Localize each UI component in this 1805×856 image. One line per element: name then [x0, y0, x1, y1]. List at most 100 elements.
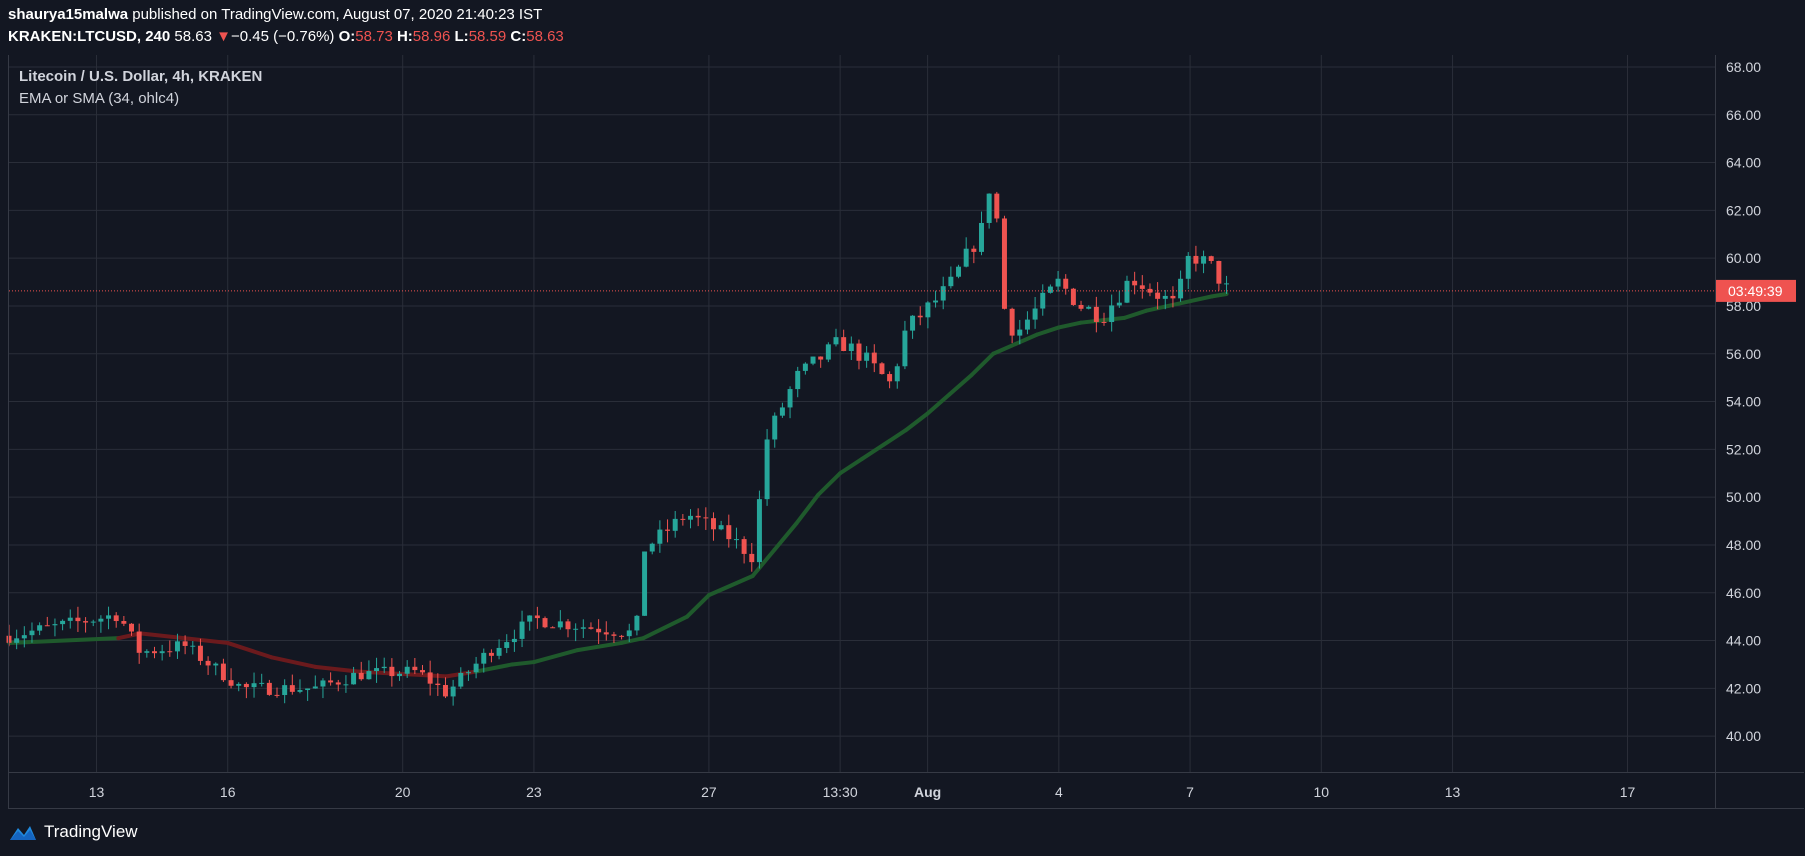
ma-segment	[510, 660, 536, 667]
y-tick-label: 42.00	[1726, 680, 1761, 696]
candle-body	[1185, 255, 1191, 279]
ma-segment	[903, 411, 930, 433]
y-axis-ticks: 40.00 42.00 44.00 46.00 48.00 50.00 52.00 54.00…	[1726, 59, 1761, 744]
candle-body	[60, 620, 66, 625]
candle-body	[665, 529, 671, 531]
x-tick-label: 23	[526, 784, 542, 800]
author-name[interactable]: shaurya15malwa	[8, 6, 129, 23]
x-tick-label: 4	[1055, 784, 1063, 800]
footer: TradingView	[8, 822, 138, 842]
candle-body	[733, 539, 739, 541]
candles	[6, 191, 1230, 706]
candle-body	[825, 344, 831, 360]
candle-body	[1101, 321, 1107, 323]
ma-segment	[1034, 325, 1061, 337]
symbol-label: KRAKEN:LTCUSD, 240	[8, 28, 171, 45]
ma-segment	[991, 342, 1018, 356]
high-value: 58.96	[412, 28, 451, 45]
candle-body	[496, 647, 502, 656]
candle-body	[634, 615, 640, 631]
candle-body	[1078, 304, 1084, 309]
candle-body	[1063, 278, 1069, 289]
y-tick-label: 50.00	[1726, 489, 1761, 505]
candle-body	[856, 343, 862, 361]
close-value: 58.63	[526, 28, 564, 45]
candle-body	[879, 363, 885, 375]
countdown-badge-bg	[1716, 279, 1796, 302]
ma-segment	[816, 471, 843, 497]
candle-body	[603, 632, 609, 635]
candle-body	[297, 690, 303, 692]
candle-body	[925, 302, 931, 318]
candle-body	[83, 621, 89, 623]
candle-body	[366, 671, 372, 680]
tradingview-logo-icon	[10, 826, 36, 840]
candle-body	[404, 666, 410, 674]
candle-body	[848, 343, 854, 352]
candle-body	[488, 652, 494, 656]
x-tick-label: 16	[220, 784, 236, 800]
candle-body	[1009, 308, 1015, 336]
candle-body	[772, 415, 778, 440]
candle-body	[619, 635, 625, 637]
y-tick-label: 66.00	[1726, 107, 1761, 123]
candle-body	[1116, 302, 1122, 306]
ma-segment	[269, 655, 318, 669]
candle-body	[121, 621, 127, 624]
ma-segment	[181, 636, 230, 645]
x-tick-label: 13	[89, 784, 105, 800]
x-tick-label: 27	[701, 784, 717, 800]
y-tick-label: 62.00	[1726, 202, 1761, 218]
ma-segment	[925, 392, 952, 416]
candle-body	[182, 641, 188, 646]
close-label: C:	[510, 28, 527, 45]
candle-body	[756, 499, 762, 563]
candle-body	[374, 668, 380, 672]
y-tick-label: 40.00	[1726, 728, 1761, 744]
candle-body	[1001, 218, 1007, 309]
brand-name[interactable]: TradingView	[44, 822, 138, 841]
candle-body	[519, 621, 525, 639]
candle-body	[902, 330, 908, 367]
candle-body	[504, 642, 510, 648]
candle-body	[542, 618, 548, 628]
ma-segment	[356, 669, 405, 677]
ma-segment	[7, 636, 121, 645]
candle-body	[197, 645, 203, 661]
candle-body	[98, 618, 104, 622]
x-tick-label: Aug	[914, 784, 941, 800]
ma-segment	[794, 492, 821, 526]
published-text: published on TradingView.com, August 07,…	[132, 6, 543, 23]
candle-body	[75, 617, 81, 622]
candle-body	[1178, 278, 1184, 299]
candle-body	[106, 615, 112, 619]
low-value: 58.59	[468, 28, 507, 45]
candle-body	[266, 682, 272, 695]
candle-body	[573, 628, 579, 630]
candle-body	[190, 645, 196, 647]
plot-area	[9, 55, 1715, 772]
candle-body	[136, 631, 142, 653]
candle-body	[274, 694, 280, 696]
candle-body	[718, 525, 724, 530]
candle-body	[1070, 288, 1076, 305]
change-arrow-icon: ▼	[216, 28, 231, 45]
candle-body	[1139, 285, 1145, 289]
candle-body	[37, 625, 43, 631]
candle-body	[458, 672, 464, 687]
candle-body	[810, 356, 816, 364]
x-axis-border	[9, 772, 1804, 773]
candle-body	[167, 651, 173, 653]
indicator-legend[interactable]: EMA or SMA (34, ohlc4)	[19, 90, 179, 107]
candle-body	[710, 518, 716, 530]
candle-body	[802, 363, 808, 371]
candle-body	[1024, 319, 1030, 330]
candle-body	[220, 663, 226, 681]
candle-body	[580, 627, 586, 629]
ma-segment	[225, 640, 274, 660]
high-label: H:	[396, 28, 413, 45]
candle-body	[1208, 256, 1214, 261]
candle-body	[1155, 292, 1161, 299]
candle-body	[971, 248, 977, 252]
